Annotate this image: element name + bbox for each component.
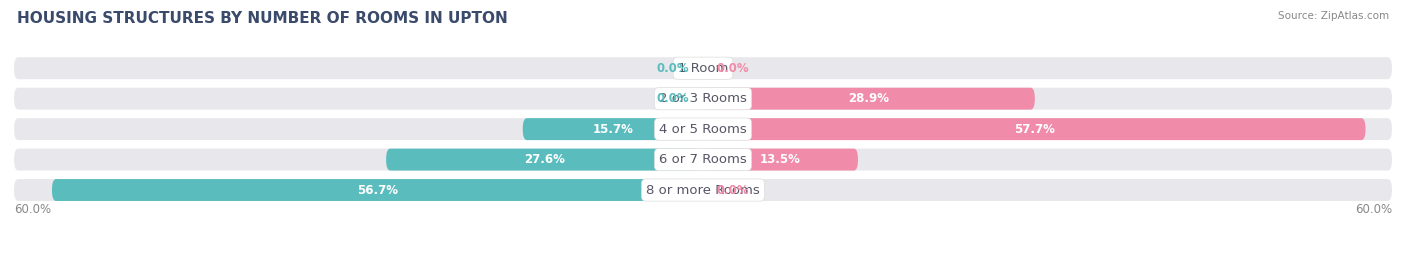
- Text: 60.0%: 60.0%: [14, 203, 51, 216]
- FancyBboxPatch shape: [14, 179, 1392, 201]
- FancyBboxPatch shape: [14, 118, 1392, 140]
- Text: Source: ZipAtlas.com: Source: ZipAtlas.com: [1278, 11, 1389, 21]
- FancyBboxPatch shape: [52, 179, 703, 201]
- FancyBboxPatch shape: [14, 88, 1392, 110]
- FancyBboxPatch shape: [523, 118, 703, 140]
- FancyBboxPatch shape: [14, 148, 1392, 171]
- Text: 13.5%: 13.5%: [761, 153, 801, 166]
- Text: 6 or 7 Rooms: 6 or 7 Rooms: [659, 153, 747, 166]
- FancyBboxPatch shape: [703, 118, 1365, 140]
- Text: 57.7%: 57.7%: [1014, 123, 1054, 136]
- Text: 4 or 5 Rooms: 4 or 5 Rooms: [659, 123, 747, 136]
- Text: 2 or 3 Rooms: 2 or 3 Rooms: [659, 92, 747, 105]
- Legend: Owner-occupied, Renter-occupied: Owner-occupied, Renter-occupied: [572, 264, 834, 269]
- Text: 60.0%: 60.0%: [1355, 203, 1392, 216]
- FancyBboxPatch shape: [14, 57, 1392, 79]
- Text: 8 or more Rooms: 8 or more Rooms: [647, 183, 759, 197]
- Text: 0.0%: 0.0%: [717, 62, 749, 75]
- Text: 15.7%: 15.7%: [592, 123, 633, 136]
- Text: 0.0%: 0.0%: [657, 92, 689, 105]
- Text: 1 Room: 1 Room: [678, 62, 728, 75]
- Text: 0.0%: 0.0%: [657, 62, 689, 75]
- FancyBboxPatch shape: [703, 148, 858, 171]
- Text: 56.7%: 56.7%: [357, 183, 398, 197]
- Text: 28.9%: 28.9%: [848, 92, 890, 105]
- Text: 27.6%: 27.6%: [524, 153, 565, 166]
- FancyBboxPatch shape: [387, 148, 703, 171]
- FancyBboxPatch shape: [703, 88, 1035, 110]
- Text: 0.0%: 0.0%: [717, 183, 749, 197]
- Text: HOUSING STRUCTURES BY NUMBER OF ROOMS IN UPTON: HOUSING STRUCTURES BY NUMBER OF ROOMS IN…: [17, 11, 508, 26]
